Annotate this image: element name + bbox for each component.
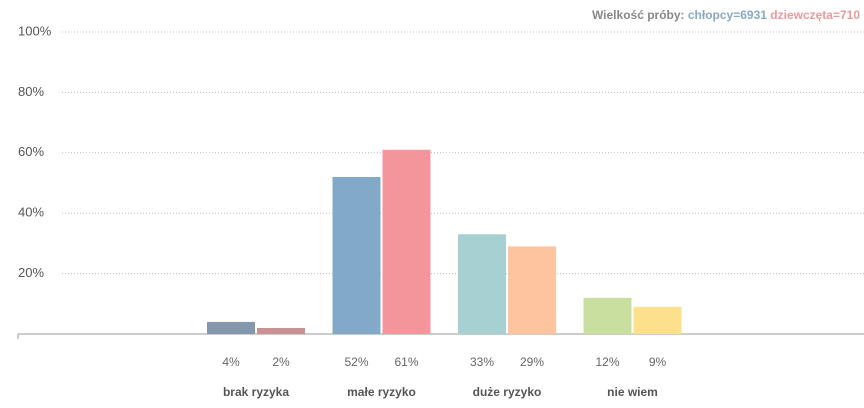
x-tick-label: brak ryzyka: [223, 385, 289, 399]
value-label: 9%: [649, 355, 667, 369]
bar: [382, 149, 431, 334]
sample-label: Wielkość próby:: [592, 8, 685, 22]
sample-boys: chłopcy=6931: [688, 8, 767, 22]
sample-girls: dziewczęta=710: [770, 8, 860, 22]
value-label: 12%: [595, 355, 619, 369]
y-tick-label: 20%: [18, 265, 44, 280]
x-tick-label: małe ryzyko: [347, 385, 416, 399]
x-tick-label: nie wiem: [607, 385, 658, 399]
value-label: 33%: [470, 355, 494, 369]
bar: [508, 246, 556, 334]
bar: [207, 321, 255, 334]
y-tick-label: 100%: [18, 23, 52, 38]
y-tick-label: 40%: [18, 205, 44, 220]
bar: [257, 327, 305, 334]
value-label: 4%: [222, 355, 240, 369]
sample-size: Wielkość próby: chłopcy=6931 dziewczęta=…: [592, 8, 860, 22]
y-tick-label: 60%: [18, 144, 44, 159]
bar: [458, 234, 506, 334]
value-label: 52%: [344, 355, 368, 369]
y-tick-label: 80%: [18, 84, 44, 99]
bar: [583, 297, 632, 334]
bar: [633, 306, 682, 334]
value-label: 29%: [520, 355, 544, 369]
value-label: 61%: [394, 355, 418, 369]
x-tick-label: duże ryzyko: [473, 385, 542, 399]
value-label: 2%: [272, 355, 290, 369]
bar: [332, 176, 381, 334]
